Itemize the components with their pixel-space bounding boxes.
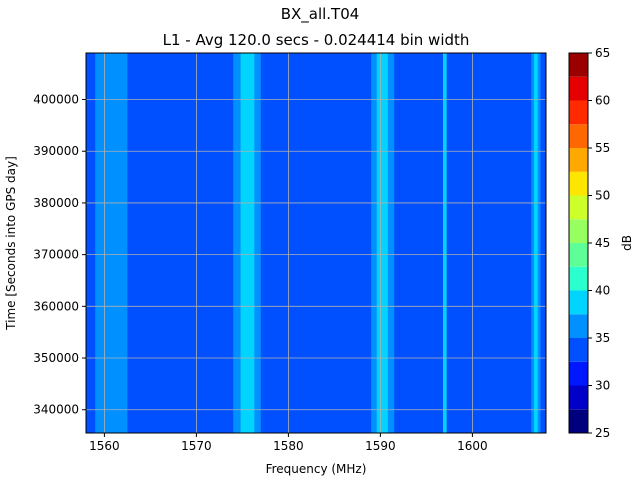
colorbar-segment (569, 409, 588, 433)
y-axis-label: Time [Seconds into GPS day] (4, 156, 18, 331)
heatmap-band (534, 53, 538, 433)
x-tick-label: 1590 (365, 439, 396, 453)
colorbar-segment (569, 53, 588, 77)
colorbar-label: dB (620, 235, 634, 251)
y-tick-label: 340000 (33, 403, 79, 417)
plot-area (86, 53, 546, 433)
colorbar-segment (569, 290, 588, 315)
heatmap-band (442, 53, 447, 433)
x-tick-label: 1560 (89, 439, 120, 453)
x-axis-label: Frequency (MHz) (266, 462, 367, 476)
colorbar-segment (569, 124, 588, 148)
colorbar-tick-label: 35 (595, 331, 610, 345)
x-tick-label: 1570 (181, 439, 212, 453)
colorbar-segment (569, 76, 588, 101)
heatmap-band (95, 53, 128, 433)
heatmap-background (86, 53, 546, 433)
colorbar-segment (569, 314, 588, 338)
y-tick-label: 370000 (33, 248, 79, 262)
colorbar-tick-label: 55 (595, 141, 610, 155)
colorbar-segment (569, 219, 588, 243)
y-tick-label: 350000 (33, 351, 79, 365)
colorbar-tick-label: 60 (595, 94, 610, 108)
colorbar-tick-label: 30 (595, 379, 610, 393)
colorbar-tick-label: 40 (595, 284, 610, 298)
colorbar-tick-label: 45 (595, 236, 610, 250)
colorbar-segment (569, 148, 588, 172)
colorbar-segment (569, 385, 588, 410)
colorbar-segment (569, 100, 588, 125)
y-tick-label: 360000 (33, 299, 79, 313)
colorbar-segment (569, 361, 588, 386)
x-tick-label: 1600 (457, 439, 488, 453)
chart-title: BX_all.T04 (281, 5, 360, 24)
colorbar-segment (569, 243, 588, 267)
x-axis: 1560 1570 1580 1590 1600 (89, 433, 488, 453)
y-axis: 340000 350000 360000 370000 380000 390000 4000… (33, 93, 86, 417)
x-tick-label: 1580 (273, 439, 304, 453)
grid-lines (86, 53, 546, 433)
colorbar-segment (569, 195, 588, 220)
colorbar-tick-label: 25 (595, 426, 610, 440)
heatmap-band (240, 53, 255, 433)
plot-frame (85, 52, 547, 434)
colorbar-segment (569, 338, 588, 362)
colorbar: 25 30 35 40 45 50 55 60 65 (568, 46, 610, 440)
chart-subtitle: L1 - Avg 120.0 secs - 0.024414 bin width (163, 31, 470, 49)
y-tick-label: 400000 (33, 93, 79, 107)
colorbar-tick-label: 65 (595, 46, 610, 60)
colorbar-segment (569, 171, 588, 196)
y-tick-label: 390000 (33, 144, 79, 158)
colorbar-tick-label: 50 (595, 189, 610, 203)
heatmap-band (376, 53, 388, 433)
y-tick-label: 380000 (33, 196, 79, 210)
colorbar-segment (569, 266, 588, 291)
